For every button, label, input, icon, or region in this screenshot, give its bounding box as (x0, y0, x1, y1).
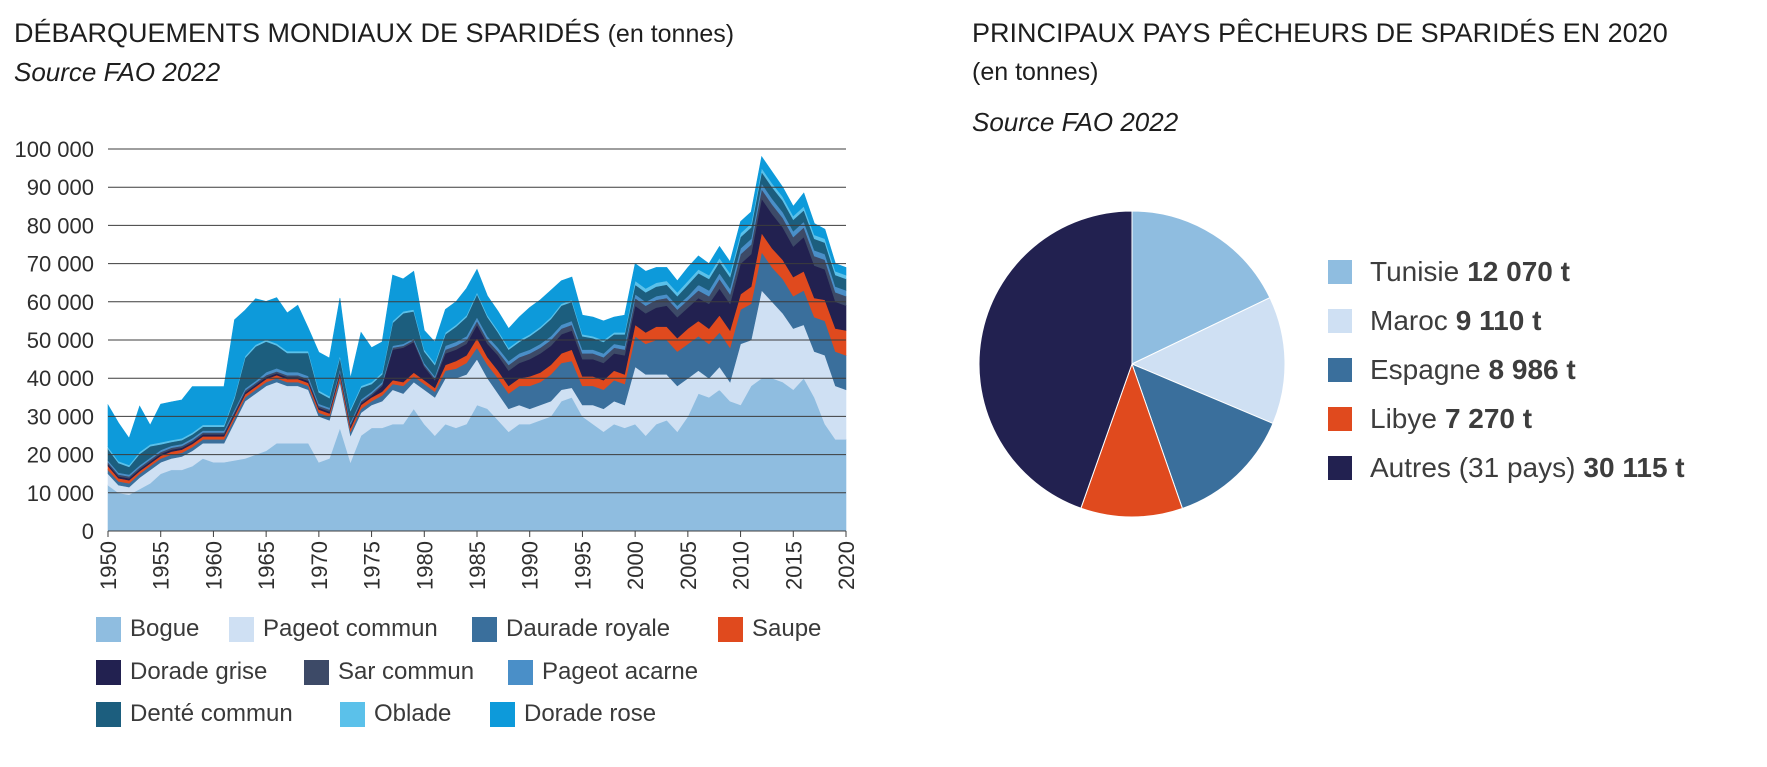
legend-label: Daurade royale (506, 615, 671, 642)
pie-legend-item: Maroc 9 110 t (1328, 296, 1685, 345)
area-series-9 (107, 155, 847, 466)
legend-swatch (229, 616, 254, 642)
area-chart-source: Source FAO 2022 (14, 57, 221, 87)
y-tick-label: 30 000 (27, 404, 94, 429)
y-tick-label: 40 000 (27, 366, 94, 391)
pie-slice-3 (1080, 362, 1184, 518)
x-tick-label: 1960 (201, 541, 226, 590)
pie-legend-item: Autres (31 pays) 30 115 t (1328, 443, 1685, 492)
x-tick-label: 1985 (465, 541, 490, 590)
legend-label: Pageot commun (263, 615, 438, 642)
x-tick-label: 1990 (518, 541, 543, 590)
y-tick-label: 0 (82, 519, 94, 544)
x-tick-label: 1995 (570, 541, 595, 590)
legend-item: Dorade grise (96, 658, 267, 686)
y-tick-label: 20 000 (27, 443, 94, 468)
legend-item: Sar commun (304, 658, 474, 686)
pie-legend-label: Tunisie (1370, 255, 1460, 287)
pie-legend-item: Espagne 8 986 t (1328, 345, 1685, 394)
pie-chart-title-text: PRINCIPAUX PAYS PÊCHEURS DE SPARIDÉS EN … (972, 18, 1668, 48)
pie-legend-swatch (1328, 357, 1352, 382)
y-tick-label: 70 000 (27, 252, 94, 277)
legend-label: Pageot acarne (542, 658, 699, 685)
x-tick-label: 2000 (623, 541, 648, 590)
area-chart-title-text: DÉBARQUEMENTS MONDIAUX DE SPARIDÉS (14, 18, 601, 48)
pie-legend-value: 12 070 t (1467, 255, 1570, 287)
y-tick-label: 80 000 (27, 213, 94, 238)
pie-chart-legend: Tunisie 12 070 t Maroc 9 110 t Espagne 8 986 … (1328, 247, 1685, 492)
x-tick-label: 2005 (676, 541, 701, 590)
pie-chart-title-unit: (en tonnes) (972, 58, 1099, 86)
legend-label: Dorade grise (130, 658, 268, 685)
pie-chart-title: PRINCIPAUX PAYS PÊCHEURS DE SPARIDÉS EN … (972, 14, 1752, 91)
pie-slice-1 (1130, 297, 1286, 425)
legend-item: Oblade (340, 700, 451, 728)
pie-legend-item: Tunisie 12 070 t (1328, 247, 1685, 296)
pie-chart-source: Source FAO 2022 (972, 107, 1179, 137)
legend-item: Bogue (96, 615, 199, 643)
legend-item: Saupe (718, 615, 821, 643)
pie-slice-0 (1131, 210, 1271, 365)
legend-item: Denté commun (96, 700, 293, 728)
legend-swatch (304, 659, 329, 685)
pie-legend-item: Libye 7 270 t (1328, 394, 1685, 443)
stacked-area-chart: 0 10 000 20 000 30 000 40 000 50 000 60 000 70 … (14, 137, 859, 590)
x-tick-label: 1965 (254, 541, 279, 590)
pie-legend-label: Espagne (1370, 353, 1481, 385)
pie-legend-value: 7 270 t (1444, 402, 1533, 434)
x-tick-label: 1975 (360, 541, 385, 590)
pie-legend-label: Maroc (1370, 304, 1448, 336)
legend-item: Daurade royale (472, 615, 670, 643)
pie-legend-label: Autres (31 pays) (1370, 451, 1576, 483)
pie-legend-swatch (1328, 455, 1352, 480)
legend-swatch (340, 701, 365, 727)
y-tick-label: 100 000 (14, 137, 94, 162)
pie-legend-label: Libye (1370, 402, 1437, 434)
pie-legend-value: 9 110 t (1455, 304, 1542, 336)
legend-item: Pageot acarne (508, 658, 698, 686)
x-tick-label: 1980 (412, 541, 437, 590)
legend-label: Sar commun (338, 658, 475, 685)
legend-swatch (508, 659, 533, 685)
pie-slice-2 (1131, 363, 1274, 510)
area-chart-title-unit: (en tonnes) (607, 20, 735, 48)
pie-legend-value: 30 115 t (1583, 451, 1685, 483)
x-tick-label: 2015 (781, 541, 806, 590)
pie-legend-swatch (1328, 406, 1352, 431)
legend-swatch (96, 701, 121, 727)
area-chart-title: DÉBARQUEMENTS MONDIAUX DE SPARIDÉS (en t… (14, 14, 734, 53)
x-tick-label: 1955 (149, 541, 174, 590)
pie-legend-swatch (1328, 259, 1352, 284)
legend-swatch (472, 616, 497, 642)
x-tick-label: 1970 (307, 541, 332, 590)
legend-label: Saupe (752, 615, 822, 642)
legend-item: Pageot commun (229, 615, 438, 643)
legend-label: Dorade rose (524, 700, 657, 727)
y-tick-label: 90 000 (27, 175, 94, 200)
x-tick-label: 2020 (834, 541, 859, 590)
pie-slice-4 (978, 210, 1133, 509)
legend-swatch (490, 701, 515, 727)
legend-item: Dorade rose (490, 700, 656, 728)
legend-label: Bogue (130, 615, 200, 642)
legend-swatch (718, 616, 743, 642)
pie-legend-swatch (1328, 308, 1352, 333)
x-tick-label: 2010 (729, 541, 754, 590)
x-tick-label: 1950 (96, 541, 121, 590)
y-tick-label: 50 000 (27, 328, 94, 353)
y-tick-label: 60 000 (27, 290, 94, 315)
pie-legend-value: 8 986 t (1488, 353, 1576, 385)
legend-label: Denté commun (130, 700, 293, 727)
legend-swatch (96, 616, 121, 642)
legend-label: Oblade (374, 700, 452, 727)
y-tick-label: 10 000 (27, 481, 94, 506)
legend-swatch (96, 659, 121, 685)
